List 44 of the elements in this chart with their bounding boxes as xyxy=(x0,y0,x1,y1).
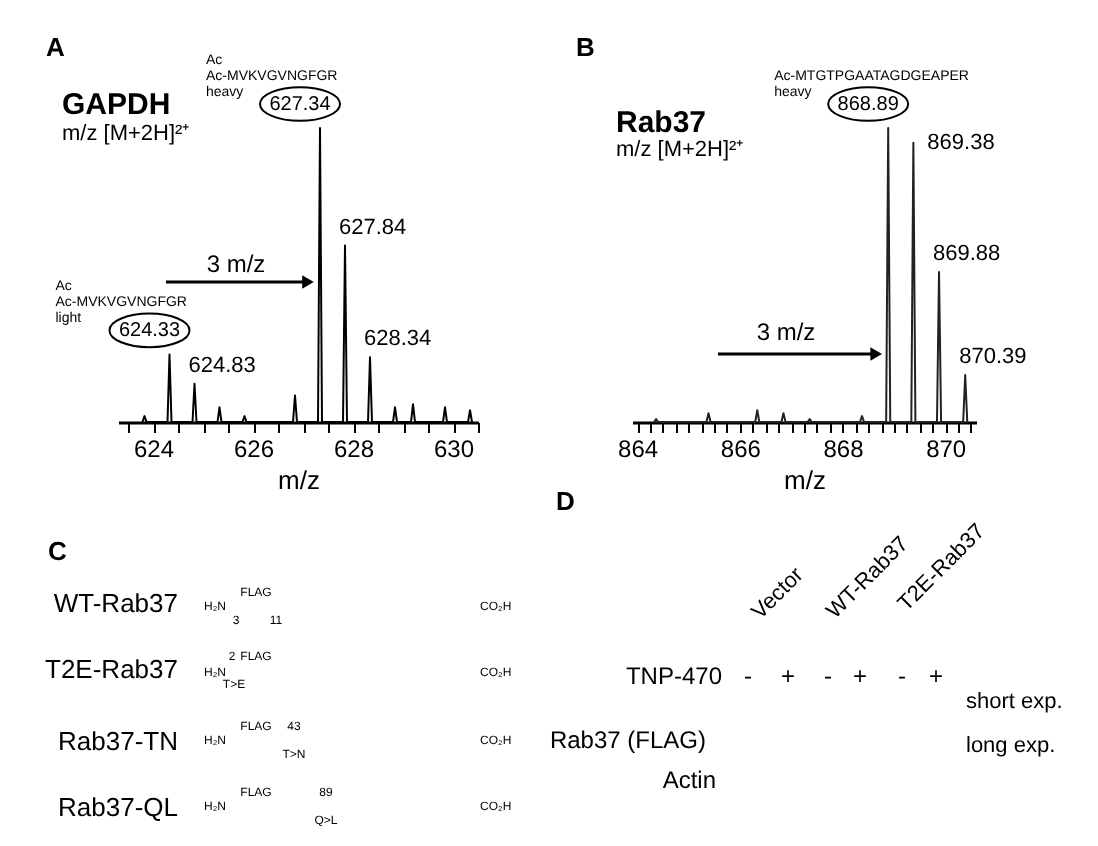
x-tick-label: 870 xyxy=(926,435,967,463)
x-tick-label: 866 xyxy=(720,435,762,463)
text: D xyxy=(556,486,575,516)
text: TNP-470 xyxy=(625,662,723,690)
category-label: Rab37-QL xyxy=(58,792,178,822)
text: + xyxy=(928,662,944,690)
text: long exp. xyxy=(966,734,1056,758)
x-tick-label: 624 xyxy=(133,435,175,463)
annotation: 627.34 xyxy=(269,94,332,116)
category-label: Rab37-TN xyxy=(58,726,178,756)
x-tick-label: 864 xyxy=(618,435,659,463)
annotation: 3 m/z xyxy=(756,318,816,346)
chart-subtitle: m/z [M+2H]²⁺ xyxy=(62,122,191,146)
text: + xyxy=(852,662,868,690)
chart-subtitle: m/z [M+2H]²⁺ xyxy=(616,138,745,162)
text: short exp. xyxy=(966,690,1063,714)
annotation: 624.83 xyxy=(188,353,256,378)
annotation: 870.39 xyxy=(959,344,1027,369)
annotation: 624.33 xyxy=(118,320,181,343)
text: - xyxy=(898,662,906,690)
category-label: WT-Rab37 xyxy=(53,588,178,618)
text: C xyxy=(48,536,68,566)
annotation: 628.34 xyxy=(364,327,432,352)
text: + xyxy=(780,662,796,690)
chart-title: GAPDH xyxy=(62,88,171,122)
text: Actin xyxy=(662,766,716,794)
annotation: 869.88 xyxy=(933,242,1001,267)
category-label: T2E-Rab37 xyxy=(45,654,178,684)
x-tick-label: 628 xyxy=(333,435,375,463)
annotation: 869.38 xyxy=(927,130,995,155)
x-axis-title: m/z xyxy=(784,465,826,495)
x-axis-title: m/z xyxy=(278,465,320,495)
annotation: 868.89 xyxy=(837,94,900,116)
text: Rab37 (FLAG) xyxy=(549,726,706,754)
x-tick-label: 626 xyxy=(233,435,275,463)
text: - xyxy=(824,662,832,690)
text: - xyxy=(744,662,752,690)
text: A xyxy=(46,32,66,62)
chart-title: Rab37 xyxy=(616,106,707,140)
x-tick-label: 630 xyxy=(433,435,475,463)
x-tick-label: 868 xyxy=(823,435,865,463)
text: B xyxy=(576,32,595,62)
annotation: 3 m/z xyxy=(206,250,266,278)
annotation: 627.84 xyxy=(339,215,407,240)
